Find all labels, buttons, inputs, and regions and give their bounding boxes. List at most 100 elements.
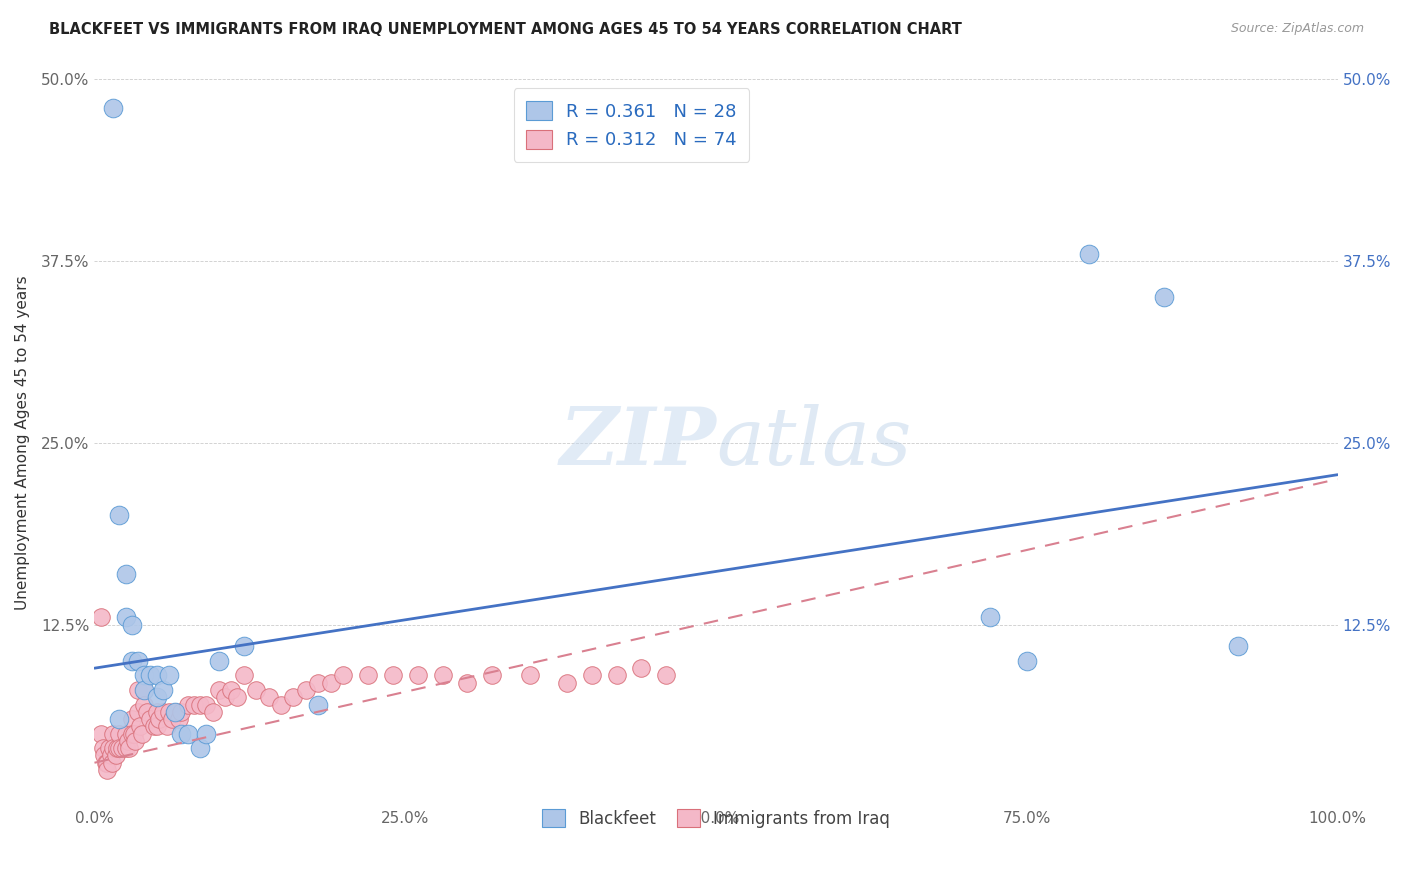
Point [406, 668, 429, 682]
Point [104, 748, 127, 763]
Point [160, 712, 183, 726]
Point [157, 705, 180, 719]
Point [121, 726, 143, 740]
Point [555, 675, 578, 690]
Point [1078, 246, 1101, 260]
Text: BLACKFEET VS IMMIGRANTS FROM IRAQ UNEMPLOYMENT AMONG AGES 45 TO 54 YEARS CORRELA: BLACKFEET VS IMMIGRANTS FROM IRAQ UNEMPL… [49, 22, 962, 37]
Point [98, 741, 121, 756]
Point [100, 748, 122, 763]
Point [165, 705, 187, 719]
Point [214, 690, 236, 705]
Point [101, 726, 124, 740]
Point [606, 668, 628, 682]
Point [124, 734, 146, 748]
Point [201, 705, 224, 719]
Point [195, 698, 218, 712]
Point [121, 712, 143, 726]
Point [114, 610, 136, 624]
Point [183, 698, 205, 712]
Point [94, 756, 117, 770]
Point [118, 741, 141, 756]
Text: ZIP: ZIP [560, 404, 716, 482]
Point [332, 668, 354, 682]
Point [114, 566, 136, 581]
Point [170, 705, 193, 719]
Point [295, 683, 318, 698]
Point [129, 719, 152, 733]
Point [188, 698, 211, 712]
Point [143, 719, 166, 733]
Point [145, 719, 167, 733]
Point [114, 741, 136, 756]
Point [519, 668, 541, 682]
Point [114, 726, 136, 740]
Point [157, 668, 180, 682]
Point [127, 654, 149, 668]
Legend: Blackfeet, Immigrants from Iraq: Blackfeet, Immigrants from Iraq [536, 803, 897, 834]
Point [90, 610, 112, 624]
Point [134, 698, 156, 712]
Point [655, 668, 678, 682]
Point [127, 705, 149, 719]
Point [188, 741, 211, 756]
Point [91, 741, 114, 756]
Point [165, 705, 187, 719]
Point [208, 683, 231, 698]
Point [307, 675, 329, 690]
Point [108, 726, 131, 740]
Point [108, 741, 131, 756]
Point [245, 683, 267, 698]
Point [145, 690, 167, 705]
Point [135, 705, 157, 719]
Point [630, 661, 652, 675]
Point [101, 101, 124, 115]
Point [105, 741, 128, 756]
Point [134, 668, 156, 682]
Point [127, 683, 149, 698]
Point [111, 741, 134, 756]
Point [117, 734, 139, 748]
Point [96, 763, 118, 777]
Point [1015, 654, 1038, 668]
Point [456, 675, 478, 690]
Point [381, 668, 404, 682]
Point [152, 683, 174, 698]
Point [134, 683, 156, 698]
Point [1227, 640, 1250, 654]
Point [101, 756, 124, 770]
Point [148, 712, 170, 726]
Point [177, 726, 200, 740]
Point [170, 726, 193, 740]
Point [93, 748, 115, 763]
Point [319, 675, 342, 690]
Point [979, 610, 1001, 624]
Point [581, 668, 603, 682]
Point [139, 712, 162, 726]
Point [145, 668, 167, 682]
Point [121, 654, 143, 668]
Point [357, 668, 380, 682]
Point [257, 690, 280, 705]
Point [167, 712, 190, 726]
Point [90, 726, 112, 740]
Point [195, 726, 218, 740]
Point [283, 690, 305, 705]
Point [177, 698, 200, 712]
Point [122, 726, 145, 740]
Point [232, 640, 254, 654]
Point [208, 654, 231, 668]
Point [152, 705, 174, 719]
Text: atlas: atlas [716, 404, 911, 482]
Point [307, 698, 329, 712]
Point [139, 668, 162, 682]
Point [96, 756, 118, 770]
Point [121, 617, 143, 632]
Point [108, 508, 131, 523]
Point [1153, 290, 1175, 304]
Point [270, 698, 292, 712]
Text: Source: ZipAtlas.com: Source: ZipAtlas.com [1230, 22, 1364, 36]
Point [219, 683, 242, 698]
Point [226, 690, 249, 705]
Y-axis label: Unemployment Among Ages 45 to 54 years: Unemployment Among Ages 45 to 54 years [15, 276, 30, 610]
Point [101, 741, 124, 756]
